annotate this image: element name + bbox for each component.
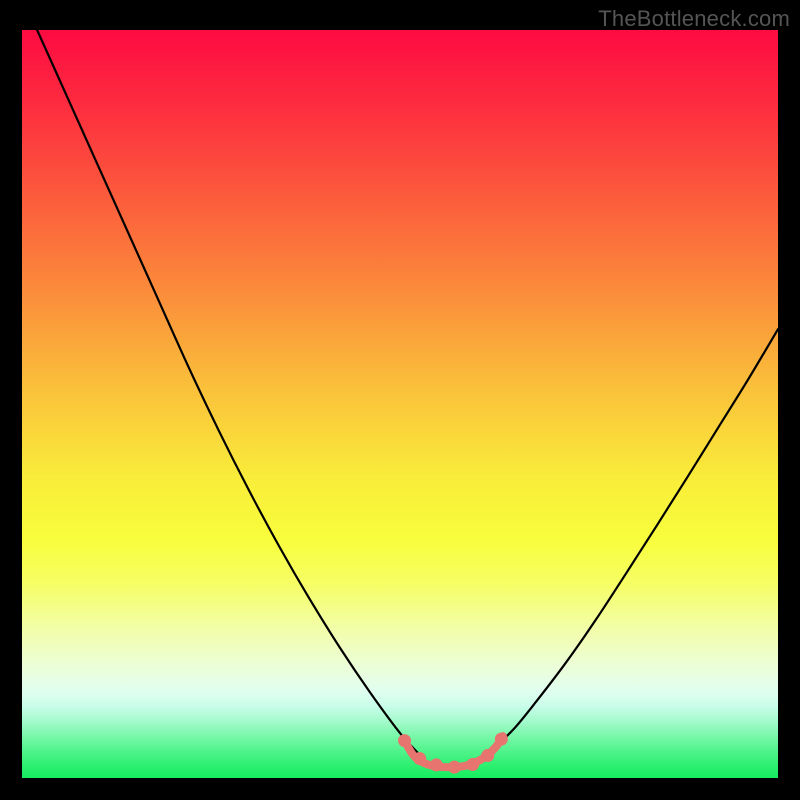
- gradient-background: [22, 30, 778, 778]
- trough-dot: [495, 733, 508, 746]
- watermark-text: TheBottleneck.com: [598, 6, 790, 32]
- chart-svg: [22, 30, 778, 778]
- trough-dot: [413, 752, 426, 765]
- plot-area: [22, 30, 778, 778]
- trough-dot: [430, 758, 443, 771]
- trough-dot: [398, 734, 411, 747]
- trough-dot: [481, 749, 494, 762]
- trough-dot: [466, 758, 479, 771]
- trough-dot: [448, 761, 461, 774]
- stage: TheBottleneck.com: [0, 0, 800, 800]
